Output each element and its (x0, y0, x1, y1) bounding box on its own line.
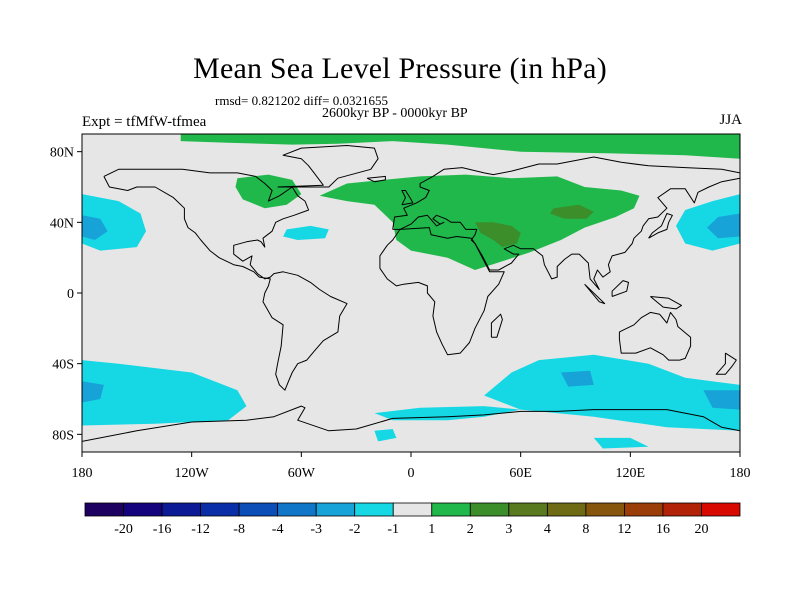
colorbar-label: -16 (153, 522, 172, 537)
colorbar-label: -3 (310, 522, 322, 537)
colorbar-label: 3 (505, 522, 512, 537)
colorbar-swatch (84, 502, 124, 517)
x-tick-label: 60E (509, 466, 532, 481)
colorbar-label: -4 (272, 522, 284, 537)
anomaly-region (235, 174, 302, 209)
coastline (277, 145, 379, 188)
colorbar-swatch (238, 502, 279, 517)
colorbar-label: 2 (467, 522, 474, 537)
anomaly-region (180, 134, 740, 159)
coastline (648, 213, 673, 239)
period-text: 2600kyr BP - 0000kyr BP (322, 106, 468, 121)
experiment-label: Expt = tfMfW-tfmea (82, 114, 207, 130)
colorbar-swatch (508, 502, 548, 517)
colorbar-label: 16 (656, 522, 670, 537)
colorbar-swatch (354, 502, 394, 517)
anomaly-region (703, 390, 740, 410)
anomaly-region (283, 225, 329, 240)
anomaly-region (707, 213, 740, 239)
colorbar-swatch (277, 502, 317, 517)
x-tick-label: 0 (408, 466, 415, 481)
anomaly-region (549, 204, 594, 219)
colorbar-swatch (624, 502, 664, 517)
colorbar: -20 -16 -12 -8 -4 -3 -2 -1 1 2 3 4 8 12 16 20 (84, 502, 741, 537)
y-tick-label: 80S (52, 428, 74, 443)
coastline (379, 227, 505, 356)
colorbar-swatch (469, 502, 510, 517)
anomaly-region (82, 360, 247, 426)
colorbar-swatch (701, 502, 741, 517)
colorbar-swatch (315, 502, 356, 517)
colorbar-label: 12 (617, 522, 631, 537)
anomaly-region (82, 215, 108, 240)
season-label: JJA (719, 112, 742, 128)
colorbar-swatch (585, 502, 625, 517)
coastline (366, 175, 386, 183)
colorbar-swatch (431, 502, 471, 517)
colorbar-label: 8 (582, 522, 589, 537)
coastline (392, 156, 740, 290)
anomaly-region (560, 370, 594, 387)
x-tick-label: 120W (175, 466, 210, 481)
coastline (401, 190, 414, 206)
colorbar-swatch (546, 502, 587, 517)
coastline (618, 311, 692, 361)
anomaly-region (82, 381, 104, 403)
colorbar-swatch (200, 502, 240, 517)
colorbar-label: -1 (387, 522, 399, 537)
coastline (650, 296, 682, 310)
chart-title: Mean Sea Level Pressure (in hPa) (193, 52, 607, 85)
colorbar-label: -12 (191, 522, 210, 537)
colorbar-label: 1 (428, 522, 435, 537)
anomaly-region (593, 437, 649, 449)
coastline (82, 405, 740, 442)
y-tick-label: 0 (67, 287, 74, 302)
coastline (103, 168, 348, 391)
x-tick-label: 60W (288, 466, 316, 481)
y-tick-label: 80N (50, 146, 74, 161)
y-tick-label: 40S (52, 358, 74, 373)
x-tick-label: 120E (616, 466, 646, 481)
coastline (715, 352, 737, 375)
anomaly-region (374, 429, 397, 442)
anomaly-region (475, 222, 521, 248)
colorbar-label: 20 (694, 522, 708, 537)
colorbar-swatch (123, 502, 163, 517)
colorbar-swatch (392, 502, 433, 517)
coastline (611, 280, 629, 297)
y-tick-label: 40N (50, 216, 74, 231)
colorbar-label: -20 (114, 522, 133, 537)
axes: 180 120W 60W 0 60E 120E 180 80N 40N 0 40S 80S (50, 146, 751, 481)
stats-text: rmsd= 0.821202 diff= 0.0321655 (215, 93, 388, 108)
x-tick-label: 180 (72, 466, 93, 481)
colorbar-label: -8 (233, 522, 245, 537)
coastline (490, 313, 503, 338)
coastlines (82, 145, 740, 442)
colorbar-label: 4 (544, 522, 551, 537)
colorbar-label: -2 (349, 522, 361, 537)
anomaly-region (374, 406, 521, 421)
x-tick-label: 180 (730, 466, 751, 481)
coastline (584, 283, 606, 305)
colorbar-swatch (161, 502, 201, 517)
anomaly-field (82, 134, 740, 452)
colorbar-swatch (662, 502, 702, 517)
